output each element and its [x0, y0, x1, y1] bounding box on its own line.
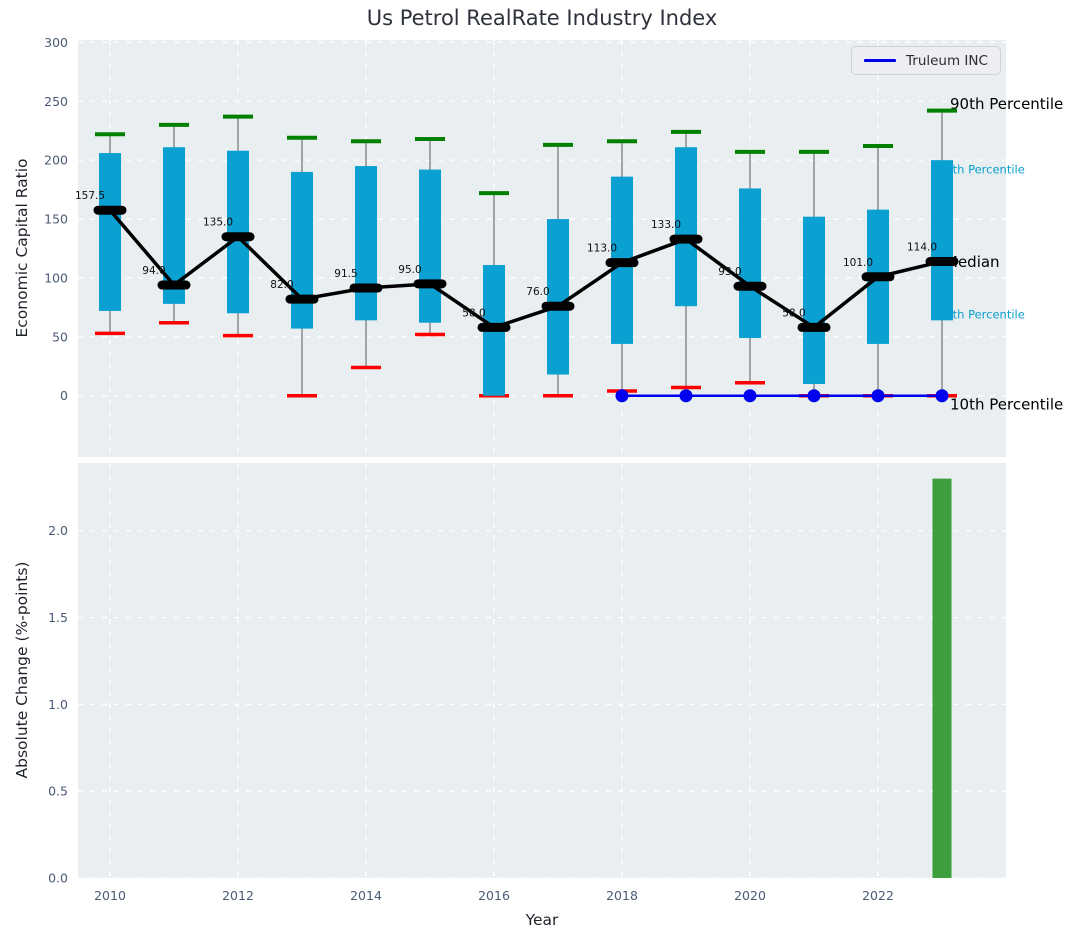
company-marker-2022 [871, 389, 885, 403]
top-y-tick-label: 0 [60, 388, 68, 403]
company-marker-2019 [679, 389, 693, 403]
bottom-y-tick-label: 0.0 [48, 871, 68, 886]
x-tick-label: 2022 [862, 888, 894, 903]
median-marker-2018 [605, 258, 639, 268]
iqr-box-2013 [291, 171, 313, 329]
median-value-label: 91.5 [334, 268, 357, 280]
median-marker-2012 [221, 232, 255, 242]
percentile-annotation: Median [945, 253, 1000, 271]
top-y-tick-label: 150 [44, 212, 68, 227]
iqr-box-2014 [355, 166, 377, 321]
iqr-box-2023 [931, 160, 953, 321]
median-value-label: 157.5 [75, 190, 105, 202]
median-value-label: 95.0 [398, 264, 421, 276]
top-y-tick-label: 300 [44, 35, 68, 50]
x-axis-label: Year [525, 911, 559, 929]
x-tick-label: 2016 [478, 888, 510, 903]
legend-label: Truleum INC [906, 52, 988, 69]
x-tick-label: 2014 [350, 888, 382, 903]
iqr-box-2012 [227, 150, 249, 314]
legend-line-sample [864, 59, 896, 62]
iqr-box-2021 [803, 216, 825, 384]
median-marker-2021 [797, 322, 831, 332]
median-marker-2013 [285, 294, 319, 304]
median-line [108, 209, 943, 330]
median-marker-2014 [349, 283, 383, 293]
x-tick-label: 2018 [606, 888, 638, 903]
iqr-box-2017 [547, 219, 569, 375]
bottom-y-tick-label: 2.0 [48, 523, 68, 538]
median-marker-2016 [477, 322, 511, 332]
legend: Truleum INC [851, 46, 1001, 75]
median-value-label: 58.0 [782, 307, 805, 319]
median-value-label: 114.0 [907, 241, 937, 253]
bottom-y-tick-label: 1.5 [48, 610, 68, 625]
median-marker-2023 [925, 256, 959, 266]
iqr-box-2020 [739, 188, 761, 339]
median-value-label: 94.0 [142, 265, 165, 277]
chart-title: Us Petrol RealRate Industry Index [366, 6, 718, 30]
iqr-box-2011 [163, 147, 185, 304]
median-value-label: 113.0 [587, 243, 617, 255]
x-tick-label: 2020 [734, 888, 766, 903]
percentile-annotation: 25th Percentile [938, 308, 1025, 322]
median-value-label: 101.0 [843, 257, 873, 269]
x-tick-label: 2012 [222, 888, 254, 903]
median-marker-2011 [157, 280, 191, 290]
percentile-annotation: 10th Percentile [950, 395, 1063, 413]
median-marker-2017 [541, 301, 575, 311]
top-y-tick-label: 50 [52, 329, 68, 344]
iqr-box-2019 [675, 147, 697, 307]
iqr-box-2010 [99, 153, 121, 311]
median-marker-2020 [733, 281, 767, 291]
company-marker-2023 [935, 389, 949, 403]
top-y-tick-label: 100 [44, 270, 68, 285]
top-y-tick-label: 200 [44, 153, 68, 168]
percentile-annotation: 90th Percentile [950, 95, 1063, 113]
company-marker-2018 [615, 389, 629, 403]
x-tick-label: 2010 [94, 888, 126, 903]
median-value-label: 82.0 [270, 279, 293, 291]
company-marker-2020 [743, 389, 757, 403]
change-bar-2023 [932, 478, 952, 878]
median-marker-2019 [669, 234, 703, 244]
median-marker-2010 [93, 205, 127, 215]
company-marker-2021 [807, 389, 821, 403]
median-value-label: 93.0 [718, 266, 741, 278]
iqr-box-2015 [419, 169, 441, 323]
bottom-plot-background [78, 463, 1006, 878]
median-value-label: 76.0 [526, 286, 549, 298]
median-value-label: 58.0 [462, 307, 485, 319]
median-value-label: 133.0 [651, 219, 681, 231]
bottom-y-tick-label: 1.0 [48, 697, 68, 712]
bottom-y-tick-label: 0.5 [48, 784, 68, 799]
median-marker-2022 [861, 272, 895, 282]
median-marker-2015 [413, 279, 447, 289]
percentile-annotation: 75th Percentile [938, 163, 1025, 177]
top-y-tick-label: 250 [44, 94, 68, 109]
median-value-label: 135.0 [203, 217, 233, 229]
